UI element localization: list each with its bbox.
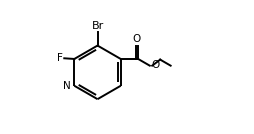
Text: Br: Br xyxy=(91,21,104,31)
Text: O: O xyxy=(133,34,141,44)
Text: F: F xyxy=(57,53,63,63)
Text: O: O xyxy=(151,60,159,70)
Text: N: N xyxy=(63,81,71,91)
